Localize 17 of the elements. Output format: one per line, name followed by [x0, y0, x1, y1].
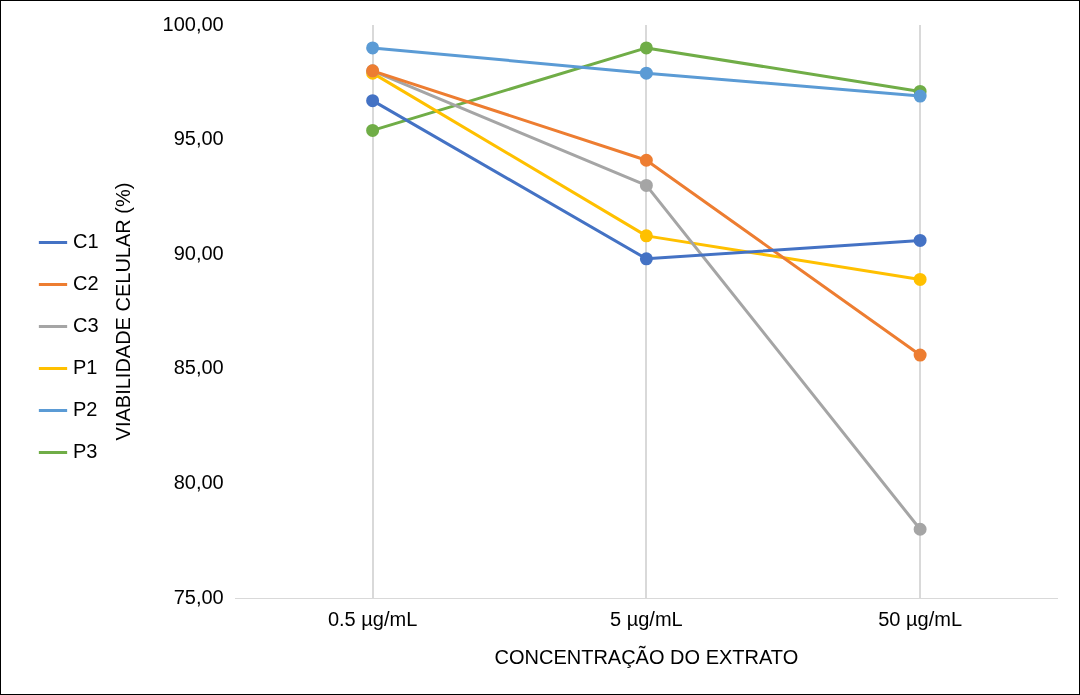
- legend-label: C3: [73, 314, 99, 337]
- legend-label: C2: [73, 272, 99, 295]
- legend-label: C1: [73, 230, 99, 253]
- y-tick-label: 75,00: [173, 585, 224, 608]
- x-axis-title: CONCENTRAÇÃO DO EXTRATO: [494, 644, 799, 668]
- legend-label: P2: [73, 398, 98, 421]
- y-tick-label: 100,00: [162, 12, 224, 35]
- y-tick-label: 95,00: [173, 127, 224, 150]
- legend-label: P3: [73, 440, 98, 463]
- x-tick-label: 0.5 µg/mL: [327, 607, 418, 630]
- x-tick-label: 50 µg/mL: [878, 607, 963, 630]
- y-tick-label: 90,00: [173, 241, 224, 264]
- y-axis-title: VIABILIDADE CELULAR (%): [112, 182, 135, 441]
- legend-label: P1: [73, 356, 98, 379]
- y-tick-label: 80,00: [173, 470, 224, 493]
- x-tick-label: 5 µg/mL: [610, 607, 683, 630]
- y-tick-label: 85,00: [173, 356, 224, 379]
